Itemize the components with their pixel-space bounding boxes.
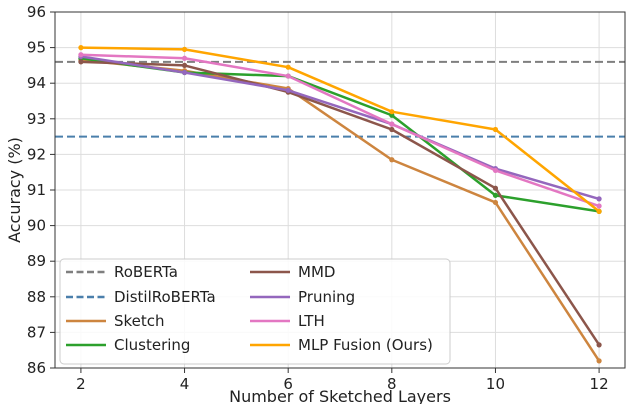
data-point — [492, 199, 499, 206]
legend-label: Clustering — [114, 336, 190, 354]
y-tick-label: 89 — [27, 252, 46, 270]
y-tick-label: 95 — [27, 39, 46, 57]
legend-label: RoBERTa — [114, 263, 178, 281]
legend-label: Sketch — [114, 312, 165, 330]
legend-label: Pruning — [298, 288, 355, 306]
data-point — [285, 73, 291, 79]
y-tick-label: 88 — [27, 288, 46, 306]
data-point — [596, 358, 602, 364]
series-line — [80, 53, 600, 208]
data-point — [389, 157, 395, 163]
data-point — [492, 185, 499, 191]
x-tick-label: 2 — [76, 375, 86, 393]
data-point — [389, 121, 395, 127]
data-point — [596, 342, 602, 348]
series-mlp-fusion-ours — [78, 45, 602, 214]
legend-label: MMD — [298, 263, 335, 281]
data-point — [492, 126, 499, 133]
data-point — [181, 46, 188, 52]
legend-label: DistilRoBERTa — [114, 288, 216, 306]
x-tick-label: 4 — [180, 375, 190, 393]
y-tick-label: 87 — [27, 323, 46, 341]
x-tick-label: 8 — [387, 375, 397, 393]
series-line — [80, 55, 600, 201]
data-point — [181, 55, 188, 61]
y-tick-label: 90 — [27, 217, 46, 235]
legend-label: MLP Fusion (Ours) — [298, 336, 433, 354]
x-tick-label: 12 — [590, 375, 609, 393]
axis-ticks: 86 87 88 89 90 91 92 93 94 95 96 2 4 6 8 10 12 — [27, 3, 609, 393]
data-point — [285, 64, 291, 70]
data-point — [181, 69, 188, 76]
data-point — [596, 208, 602, 214]
data-point — [78, 45, 84, 51]
y-tick-label: 92 — [27, 145, 46, 163]
data-point — [596, 203, 602, 209]
y-tick-label: 94 — [27, 74, 46, 92]
data-point — [389, 112, 395, 118]
data-point — [389, 109, 395, 115]
data-point — [492, 167, 499, 174]
y-tick-label: 86 — [27, 359, 46, 377]
x-tick-label: 10 — [486, 375, 505, 393]
y-tick-label: 96 — [27, 3, 46, 21]
y-axis-label: Accuracy (%) — [5, 137, 24, 243]
data-point — [78, 59, 84, 65]
x-axis-label: Number of Sketched Layers — [229, 387, 451, 404]
y-tick-label: 91 — [27, 181, 46, 199]
series-line — [80, 57, 600, 213]
legend: RoBERTa DistilRoBERTa Sketch Clustering MMD P… — [59, 258, 451, 365]
data-point — [181, 62, 188, 68]
y-tick-label: 93 — [27, 110, 46, 128]
series-line — [80, 60, 601, 346]
legend-box — [59, 258, 451, 365]
data-point — [596, 196, 602, 202]
series-lines — [78, 45, 602, 364]
data-point — [285, 87, 291, 93]
series-line — [80, 46, 600, 213]
series-lth — [78, 52, 602, 209]
data-point — [78, 52, 84, 58]
data-point — [492, 192, 499, 198]
data-point — [389, 126, 395, 133]
legend-label: LTH — [298, 312, 325, 330]
baseline-lines — [55, 60, 625, 138]
x-tick-label: 6 — [283, 375, 293, 393]
